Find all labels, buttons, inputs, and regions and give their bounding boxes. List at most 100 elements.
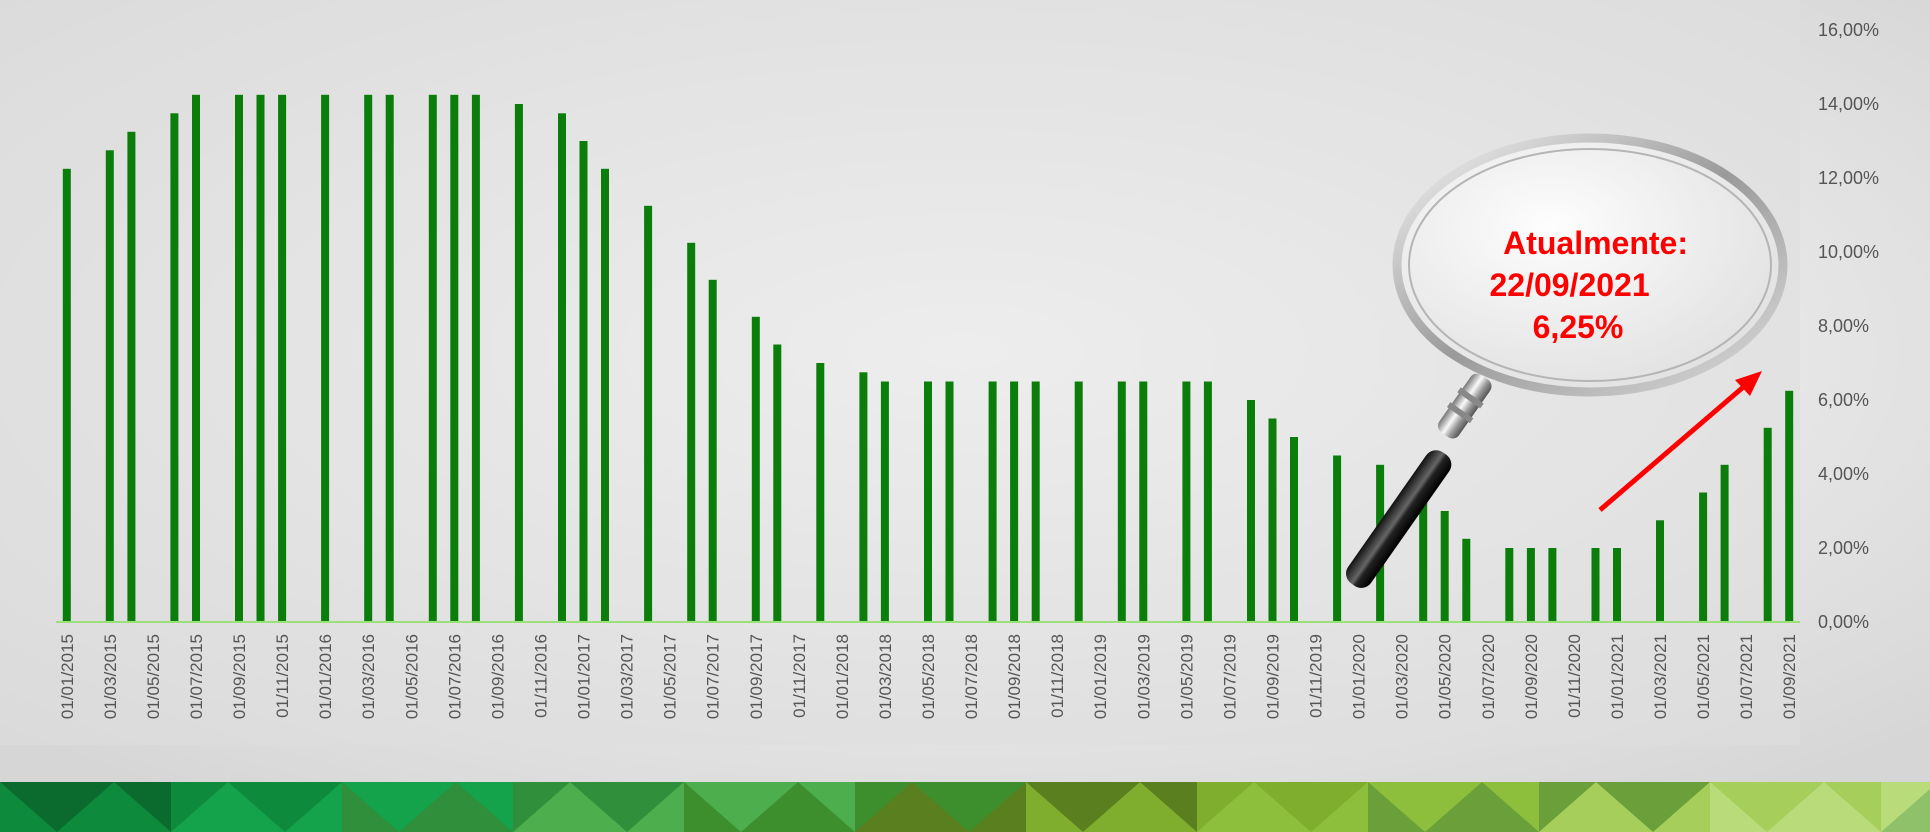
trend-arrow xyxy=(1598,371,1762,512)
x-tick-label: 01/05/2018 xyxy=(919,634,938,719)
banner-triangle xyxy=(684,782,741,832)
banner-triangle xyxy=(1083,782,1140,832)
x-tick-label: 01/01/2016 xyxy=(316,634,335,719)
bar-01/04/2015 xyxy=(127,131,136,623)
banner-triangle xyxy=(1596,782,1653,832)
x-tick-label: 01/07/2021 xyxy=(1737,634,1756,719)
banner-triangle xyxy=(285,782,342,832)
y-tick-label: 2,00% xyxy=(1818,538,1869,558)
x-tick-label: 01/03/2015 xyxy=(101,634,120,719)
bar-01/12/2020 xyxy=(1591,548,1600,622)
x-tick-label: 01/11/2015 xyxy=(273,634,292,718)
banner-triangle xyxy=(1539,782,1596,832)
trend-arrow-head xyxy=(1735,371,1762,396)
x-tick-label: 01/03/2018 xyxy=(876,634,895,719)
magnifier-icon: Atualmente: 22/09/2021 6,25% xyxy=(1346,133,1788,588)
bar-01/07/2017 xyxy=(708,279,717,623)
bar-01/04/2017 xyxy=(644,205,653,623)
x-tick-label: 01/07/2018 xyxy=(962,634,981,719)
x-tick-label: 01/09/2020 xyxy=(1522,634,1541,719)
bar-01/03/2019 xyxy=(1139,381,1148,622)
bar-01/01/2021 xyxy=(1613,548,1621,622)
x-tick-label: 01/05/2016 xyxy=(402,634,421,719)
banner-triangle xyxy=(342,782,399,832)
banner-triangle xyxy=(228,782,285,832)
banner-triangle xyxy=(855,782,912,832)
bar-01/11/2015 xyxy=(278,94,287,623)
bar-01/10/2017 xyxy=(773,344,782,622)
banner-triangle xyxy=(741,782,798,832)
banner-triangle xyxy=(171,782,228,832)
x-tick-label: 01/09/2017 xyxy=(747,634,766,719)
x-tick-label: 01/11/2020 xyxy=(1565,634,1584,718)
x-tick-label: 01/01/2017 xyxy=(575,634,594,719)
bar-01/09/2018 xyxy=(1010,381,1019,622)
bar-chart: 01/01/2015 01/03/2015 01/05/2015 01/07/2015… xyxy=(0,0,1930,782)
bar-01/08/2020 xyxy=(1505,548,1514,622)
bar-01/06/2015 xyxy=(170,113,179,623)
x-tick-label: 01/07/2020 xyxy=(1479,634,1498,719)
banner-triangle xyxy=(627,782,684,832)
y-tick-label: 14,00% xyxy=(1818,94,1879,114)
bar-01/09/2017 xyxy=(751,316,760,623)
banner-triangle xyxy=(1710,782,1767,832)
x-tick-label: 01/05/2021 xyxy=(1694,634,1713,719)
x-tick-label: 01/03/2017 xyxy=(618,634,637,719)
bar-01/05/2021 xyxy=(1699,492,1708,622)
x-tick-label: 01/03/2019 xyxy=(1134,634,1153,719)
y-tick-label: 6,00% xyxy=(1818,390,1869,410)
bar-01/06/2019 xyxy=(1203,381,1212,622)
bar-01/01/2017 xyxy=(579,141,588,622)
x-tick-label: 01/11/2017 xyxy=(790,634,809,718)
banner-triangle xyxy=(0,782,57,832)
bar-01/09/2019 xyxy=(1268,418,1277,622)
bar-01/01/2015 xyxy=(62,168,71,623)
decorative-banner xyxy=(0,782,1930,832)
bar-01/08/2018 xyxy=(988,381,997,622)
bar-01/12/2019 xyxy=(1333,455,1342,622)
annotation-line-3: 6,25% xyxy=(1533,309,1624,345)
bar-01/10/2020 xyxy=(1548,548,1557,622)
x-tick-label: 01/09/2016 xyxy=(488,634,507,719)
x-tick-label: 01/11/2018 xyxy=(1048,634,1067,718)
bar-01/06/2016 xyxy=(428,94,437,623)
x-tick-labels: 01/01/2015 01/03/2015 01/05/2015 01/07/2015… xyxy=(58,634,1799,719)
banner-triangle xyxy=(456,782,513,832)
x-tick-label: 01/01/2015 xyxy=(58,634,77,719)
bar-01/08/2019 xyxy=(1247,400,1255,622)
bar-01/09/2015 xyxy=(235,94,243,623)
bar-01/12/2018 xyxy=(1074,381,1083,622)
bar-01/10/2015 xyxy=(256,94,265,623)
bar-01/09/2020 xyxy=(1526,548,1535,622)
bars-layer xyxy=(62,94,1794,623)
banner-triangle xyxy=(969,782,1026,832)
x-tick-label: 01/11/2019 xyxy=(1307,634,1326,718)
bar-01/06/2021 xyxy=(1720,464,1729,623)
bar-01/10/2019 xyxy=(1290,437,1298,622)
banner-triangle xyxy=(399,782,456,832)
banner-triangle xyxy=(798,782,855,832)
annotation-line-2: 22/09/2021 xyxy=(1489,267,1649,303)
bar-01/06/2017 xyxy=(687,242,696,623)
y-tick-labels: 0,00% 2,00% 4,00% 6,00% 8,00% 10,00% 12,00% 14,… xyxy=(1818,20,1879,632)
bar-01/06/2018 xyxy=(945,381,954,622)
banner-triangle xyxy=(513,782,570,832)
bar-01/03/2015 xyxy=(105,150,114,623)
bar-01/02/2018 xyxy=(859,372,868,623)
x-tick-label: 01/07/2015 xyxy=(187,634,206,719)
annotation-line-1: Atualmente: xyxy=(1503,225,1688,261)
banner-triangle xyxy=(570,782,627,832)
bar-01/07/2015 xyxy=(192,94,200,623)
banner-triangle xyxy=(1140,782,1197,832)
bar-01/08/2021 xyxy=(1763,427,1772,623)
banner-triangle xyxy=(1824,782,1881,832)
bar-01/03/2021 xyxy=(1656,520,1664,623)
x-tick-label: 01/01/2018 xyxy=(833,634,852,719)
bar-01/04/2020 xyxy=(1419,483,1428,623)
bar-01/10/2018 xyxy=(1031,381,1040,622)
banner-triangle xyxy=(1311,782,1368,832)
svg-text:Atualmente: 22/09/2021: Atualmente: 22/09/2021 6,25% xyxy=(1489,225,1696,345)
y-tick-label: 10,00% xyxy=(1818,242,1879,262)
bar-01/02/2017 xyxy=(601,168,609,623)
